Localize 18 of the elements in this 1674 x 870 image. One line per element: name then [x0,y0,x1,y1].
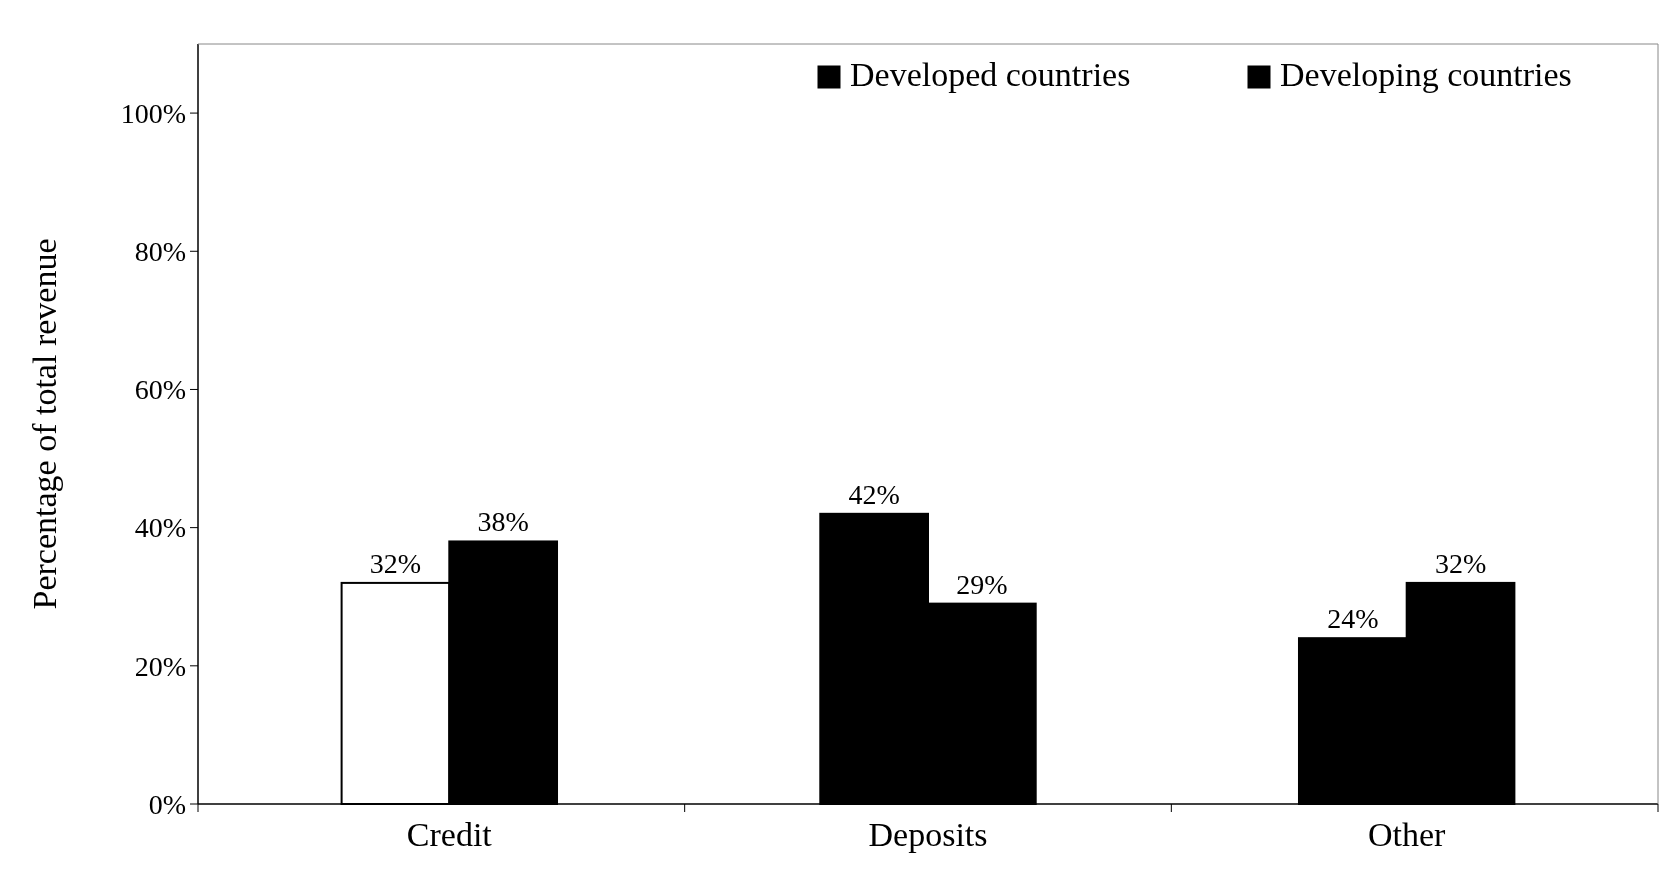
x-tick-label: Deposits [868,816,988,853]
legend-label: Developed countries [850,56,1131,93]
legend-label: Developing countries [1280,56,1572,93]
x-tick-label: Credit [406,816,493,853]
data-label: 24% [1327,603,1379,635]
y-tick-label: 60% [134,374,186,406]
data-label: 32% [1434,547,1487,579]
y-tick-label: 0% [148,788,186,820]
y-tick-label: 20% [134,650,186,682]
data-label: 42% [848,478,900,510]
data-label: 38% [477,506,529,538]
y-axis-title: Percentage of total revenue [26,238,63,610]
data-label: 29% [956,568,1008,600]
y-tick-label: 80% [134,236,186,268]
y-tick-label: 40% [134,512,186,544]
x-tick-label: Other [1367,816,1447,853]
data-label: 32% [369,547,422,579]
y-tick-label: 100% [120,97,186,129]
